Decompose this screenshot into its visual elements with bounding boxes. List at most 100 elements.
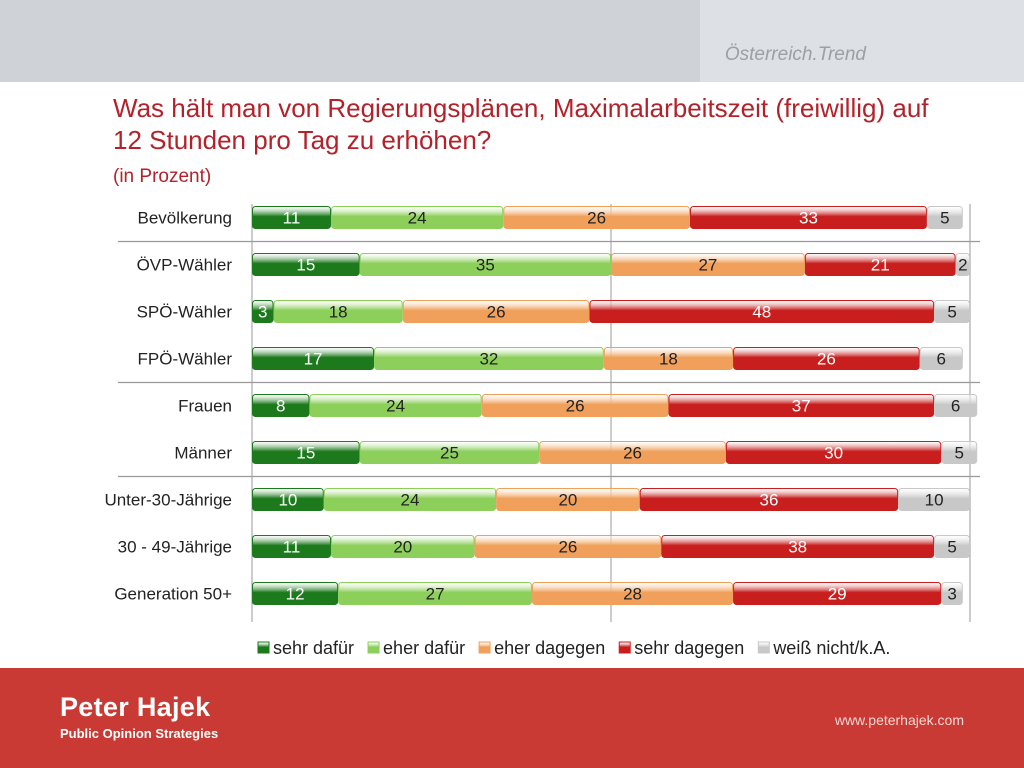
bar-segment: [496, 488, 640, 511]
data-label: 5: [940, 209, 949, 228]
bar-segment: [611, 253, 805, 276]
category-label: Unter-30-Jährige: [104, 491, 232, 510]
bar-segment: [725, 441, 942, 464]
bar-segment: [252, 394, 310, 417]
bar-segment: [474, 535, 662, 558]
data-label: 26: [623, 444, 642, 463]
data-label: 37: [792, 397, 811, 416]
bar-segment: [252, 582, 339, 605]
data-label: 28: [623, 585, 642, 604]
data-label: 38: [788, 538, 807, 557]
data-label: 29: [828, 585, 847, 604]
data-label: 26: [487, 303, 506, 322]
bar-segment: [934, 535, 970, 558]
data-label: 30: [824, 444, 843, 463]
bar-segment: [252, 300, 274, 323]
bar-segment: [309, 394, 482, 417]
bar-segment: [898, 488, 971, 511]
bar-segment: [941, 441, 978, 464]
data-label: 5: [954, 444, 963, 463]
data-label: 17: [304, 350, 323, 369]
category-label: FPÖ-Wähler: [138, 350, 233, 369]
bar-segment: [402, 300, 590, 323]
data-label: 11: [283, 209, 301, 228]
bar-segment: [934, 300, 970, 323]
header-band-right: [700, 0, 1024, 82]
bar-segment: [668, 394, 935, 417]
bar-segment: [503, 206, 690, 229]
legend-swatch: [478, 641, 491, 654]
data-label: 27: [426, 585, 445, 604]
category-label: Männer: [174, 444, 232, 463]
bar-segment: [252, 347, 375, 370]
bar-segment: [374, 347, 604, 370]
bar-segment: [919, 347, 963, 370]
bar-segment: [603, 347, 734, 370]
chart-subtitle: (in Prozent): [113, 166, 212, 187]
bar-segment: [252, 206, 331, 229]
bar-segment: [330, 535, 475, 558]
data-label: 10: [278, 491, 297, 510]
brand-label: Österreich.Trend: [724, 44, 866, 65]
bar-segment: [733, 347, 920, 370]
data-label: 5: [947, 538, 956, 557]
data-label: 3: [258, 303, 267, 322]
bar-segment: [481, 394, 669, 417]
bar-segment: [532, 582, 734, 605]
bar-segment: [252, 488, 324, 511]
bar-segment: [661, 535, 935, 558]
legend-label: eher dagegen: [494, 638, 605, 658]
bar-segment: [273, 300, 403, 323]
bar-segment: [955, 253, 971, 276]
bar-segment: [252, 253, 360, 276]
bar-segment: [323, 488, 497, 511]
data-label: 18: [329, 303, 348, 322]
data-label: 12: [286, 585, 305, 604]
company-name: Peter Hajek: [60, 692, 211, 722]
bar-segment: [539, 441, 726, 464]
bar-segment: [926, 206, 963, 229]
data-label: 24: [400, 491, 419, 510]
data-label: 18: [659, 350, 678, 369]
data-label: 5: [947, 303, 956, 322]
bar-segment: [639, 488, 899, 511]
category-label: Generation 50+: [114, 585, 232, 604]
category-label: Frauen: [178, 397, 232, 416]
bar-segment: [733, 582, 942, 605]
legend-swatch: [257, 641, 270, 654]
legend-label: eher dafür: [383, 638, 465, 658]
data-label: 26: [817, 350, 836, 369]
footer: Peter Hajek Public Opinion Strategies ww…: [0, 668, 1024, 768]
data-label: 24: [408, 209, 427, 228]
bar-segment: [252, 535, 331, 558]
data-label: 15: [296, 256, 315, 275]
company-url[interactable]: www.peterhajek.com: [834, 712, 964, 728]
category-label: Bevölkerung: [137, 209, 232, 228]
data-label: 24: [386, 397, 405, 416]
data-label: 20: [558, 491, 577, 510]
data-label: 6: [937, 350, 946, 369]
data-label: 8: [276, 397, 285, 416]
data-label: 27: [698, 256, 717, 275]
data-label: 26: [587, 209, 606, 228]
company-tagline: Public Opinion Strategies: [60, 726, 219, 741]
legend-swatch: [367, 641, 380, 654]
data-label: 32: [479, 350, 498, 369]
bar-segment: [934, 394, 978, 417]
bar-segment: [359, 253, 612, 276]
data-label: 35: [476, 256, 495, 275]
data-label: 10: [925, 491, 944, 510]
bar-segment: [804, 253, 956, 276]
bar-segment: [359, 441, 540, 464]
bar-segment: [330, 206, 504, 229]
legend-swatch: [757, 641, 770, 654]
legend-swatch: [618, 641, 631, 654]
data-label: 11: [283, 538, 301, 557]
category-label: 30 - 49-Jährige: [118, 538, 232, 557]
category-label: ÖVP-Wähler: [137, 256, 233, 275]
legend-label: sehr dagegen: [634, 638, 744, 658]
bar-segment: [589, 300, 935, 323]
data-label: 48: [752, 303, 771, 322]
legend-label: sehr dafür: [273, 638, 354, 658]
chart-title: Was hält man von Regierungsplänen, Maxim…: [113, 93, 929, 155]
